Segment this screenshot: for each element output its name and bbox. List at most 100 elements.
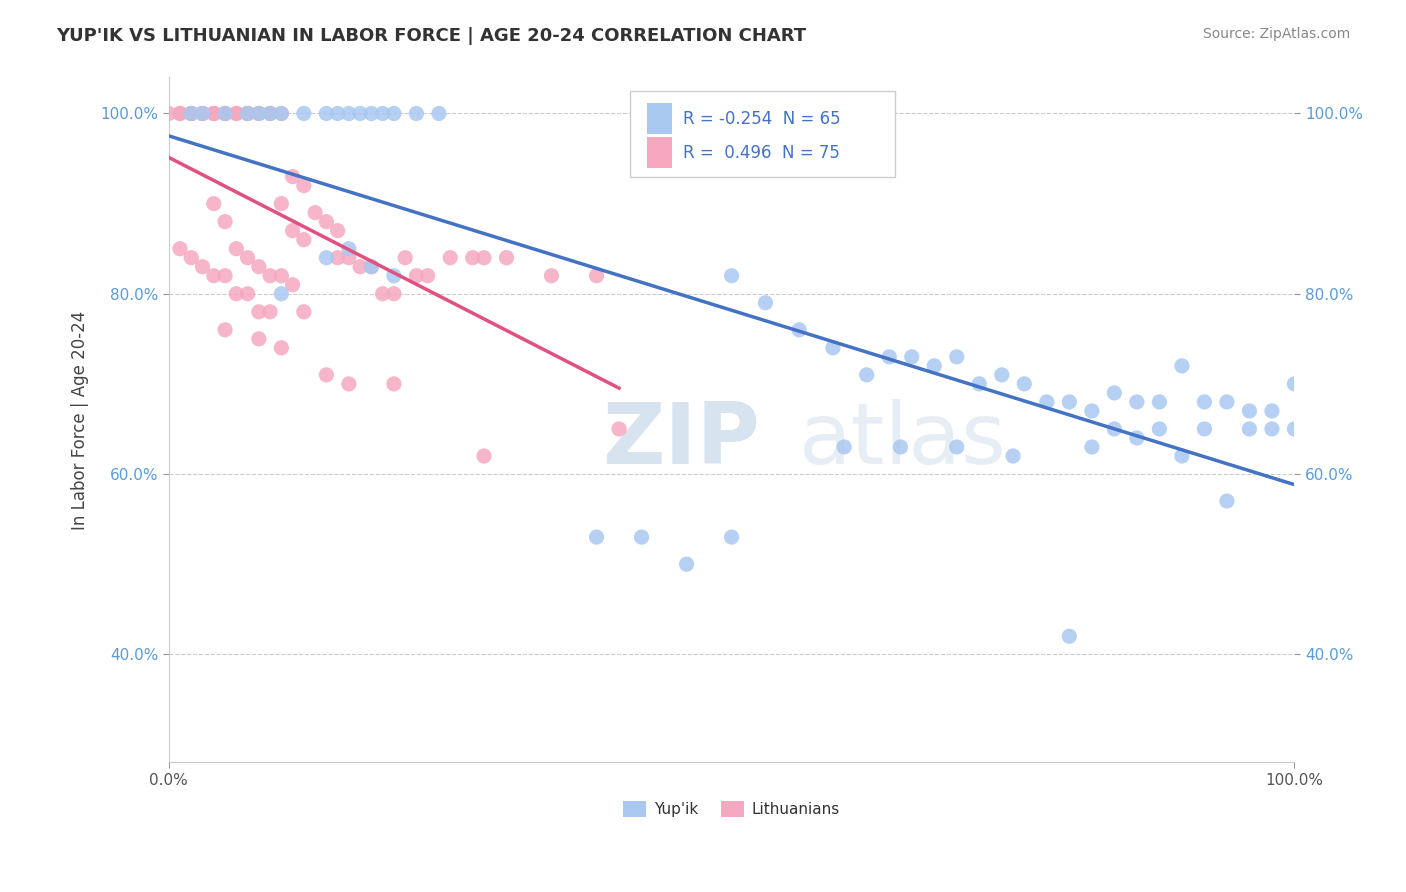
Point bbox=[337, 106, 360, 120]
Point bbox=[247, 106, 270, 120]
Point bbox=[1126, 395, 1149, 409]
Point bbox=[607, 422, 630, 436]
Text: YUP'IK VS LITHUANIAN IN LABOR FORCE | AGE 20-24 CORRELATION CHART: YUP'IK VS LITHUANIAN IN LABOR FORCE | AG… bbox=[56, 27, 807, 45]
Point bbox=[259, 106, 281, 120]
Point bbox=[405, 106, 427, 120]
Text: R =  0.496  N = 75: R = 0.496 N = 75 bbox=[683, 144, 841, 161]
Point bbox=[877, 350, 900, 364]
Point bbox=[169, 106, 191, 120]
Point bbox=[720, 530, 742, 544]
Point bbox=[1284, 376, 1306, 391]
Point bbox=[1014, 376, 1036, 391]
Point bbox=[202, 106, 225, 120]
Point bbox=[304, 205, 326, 219]
Point bbox=[326, 106, 349, 120]
Point bbox=[1284, 422, 1306, 436]
Point bbox=[259, 106, 281, 120]
Point bbox=[157, 106, 180, 120]
Point bbox=[1081, 440, 1104, 454]
Point bbox=[202, 196, 225, 211]
Point bbox=[315, 251, 337, 265]
Point bbox=[337, 242, 360, 256]
Point bbox=[247, 260, 270, 274]
Point bbox=[214, 268, 236, 283]
Point bbox=[787, 323, 810, 337]
Point bbox=[382, 106, 405, 120]
Point bbox=[270, 196, 292, 211]
Point bbox=[855, 368, 877, 382]
Point bbox=[394, 251, 416, 265]
Point bbox=[1104, 385, 1126, 400]
Point bbox=[1194, 395, 1216, 409]
Point bbox=[225, 106, 247, 120]
Point bbox=[922, 359, 945, 373]
Point bbox=[247, 332, 270, 346]
Point bbox=[585, 530, 607, 544]
Point bbox=[675, 557, 697, 571]
Text: atlas: atlas bbox=[799, 399, 1007, 482]
Point bbox=[281, 169, 304, 184]
Point bbox=[540, 268, 562, 283]
Point bbox=[259, 305, 281, 319]
Point bbox=[585, 268, 607, 283]
Point bbox=[214, 106, 236, 120]
Point bbox=[225, 106, 247, 120]
Point bbox=[191, 106, 214, 120]
Legend: Yup'ik, Lithuanians: Yup'ik, Lithuanians bbox=[617, 795, 846, 823]
Point bbox=[371, 106, 394, 120]
Point bbox=[259, 106, 281, 120]
Text: ZIP: ZIP bbox=[602, 399, 759, 482]
Point bbox=[202, 106, 225, 120]
Point bbox=[180, 251, 202, 265]
Point bbox=[991, 368, 1014, 382]
Point bbox=[337, 251, 360, 265]
Point bbox=[1171, 449, 1194, 463]
Point bbox=[270, 268, 292, 283]
Point bbox=[967, 376, 990, 391]
Point bbox=[630, 530, 652, 544]
Point bbox=[214, 106, 236, 120]
Point bbox=[191, 106, 214, 120]
Point bbox=[360, 260, 382, 274]
Point bbox=[1239, 422, 1261, 436]
Text: Source: ZipAtlas.com: Source: ZipAtlas.com bbox=[1202, 27, 1350, 41]
Point bbox=[315, 368, 337, 382]
Point bbox=[337, 376, 360, 391]
Point bbox=[1081, 404, 1104, 418]
Point bbox=[202, 268, 225, 283]
Point bbox=[1149, 422, 1171, 436]
Point bbox=[180, 106, 202, 120]
Point bbox=[202, 106, 225, 120]
Point bbox=[315, 106, 337, 120]
Point bbox=[214, 214, 236, 228]
Point bbox=[382, 376, 405, 391]
Point bbox=[236, 106, 259, 120]
Point bbox=[427, 106, 450, 120]
Point bbox=[720, 268, 742, 283]
Point bbox=[360, 260, 382, 274]
Point bbox=[180, 106, 202, 120]
Point bbox=[945, 440, 967, 454]
Point bbox=[270, 106, 292, 120]
Point bbox=[326, 251, 349, 265]
Point bbox=[371, 286, 394, 301]
Point bbox=[315, 214, 337, 228]
Point bbox=[1216, 395, 1239, 409]
Point bbox=[292, 233, 315, 247]
Point bbox=[326, 224, 349, 238]
Point bbox=[225, 286, 247, 301]
Point bbox=[461, 251, 484, 265]
Point bbox=[821, 341, 844, 355]
Point bbox=[180, 106, 202, 120]
Point bbox=[889, 440, 911, 454]
Point bbox=[236, 106, 259, 120]
Point bbox=[281, 277, 304, 292]
Point bbox=[1171, 359, 1194, 373]
Point bbox=[382, 268, 405, 283]
Point bbox=[292, 305, 315, 319]
Point bbox=[191, 260, 214, 274]
Point bbox=[236, 106, 259, 120]
Point bbox=[1194, 422, 1216, 436]
FancyBboxPatch shape bbox=[630, 91, 894, 177]
Point bbox=[214, 323, 236, 337]
